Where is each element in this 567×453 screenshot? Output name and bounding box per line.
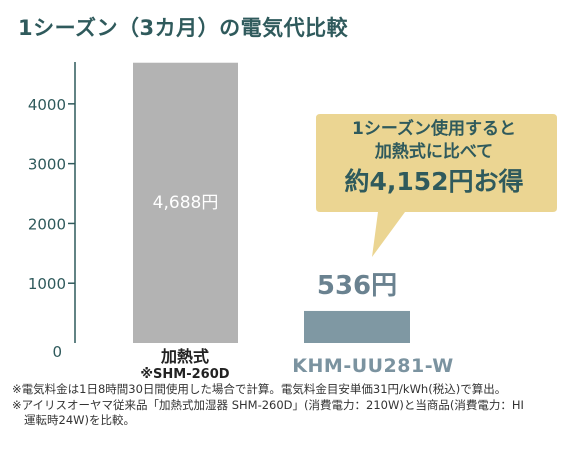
callout-line-2: 加熱式に比べて xyxy=(374,142,494,162)
category-label-heater-model: ※SHM-260D xyxy=(140,367,230,382)
chart-title: 1シーズン（3カ月）の電気代比較 xyxy=(18,16,349,40)
category-label-product: KHM-UU281-W xyxy=(292,355,454,377)
callout-bubble xyxy=(316,114,557,257)
footnotes: ※電気料金は1日8時間30日間使用した場合で計算。電気料金目安単価31円/kWh… xyxy=(12,382,560,429)
y-tick-label: 0 xyxy=(52,343,62,361)
callout-line-3: 約4,152円お得 xyxy=(344,167,524,196)
footnote-2: ※アイリスオーヤマ従来品「加熱式加湿器 SHM-260D」(消費電力：210W)… xyxy=(12,397,524,412)
callout-text: 1シーズン使用すると 加熱式に比べて 約4,152円お得 xyxy=(316,118,552,200)
footnote-1: ※電気料金は1日8時間30日間使用した場合で計算。電気料金目安単価31円/kWh… xyxy=(12,382,507,396)
category-label-heater-name: 加熱式 xyxy=(160,347,209,366)
callout-line-1: 1シーズン使用すると xyxy=(352,119,516,139)
footnote-3: 運転時24W)を比較。 xyxy=(24,413,135,427)
bar-2 xyxy=(304,310,410,343)
category-label-heater: 加熱式 ※SHM-260D xyxy=(120,347,250,383)
bar-1 xyxy=(133,62,238,344)
bar-value-label-2: 536円 xyxy=(316,271,398,301)
y-tick-label: 3000 xyxy=(28,156,66,174)
y-tick-label: 4000 xyxy=(28,96,66,114)
y-tick-label: 2000 xyxy=(28,215,66,233)
bar-value-label-1: 4,688円 xyxy=(152,193,219,213)
y-tick-label: 1000 xyxy=(28,275,66,293)
